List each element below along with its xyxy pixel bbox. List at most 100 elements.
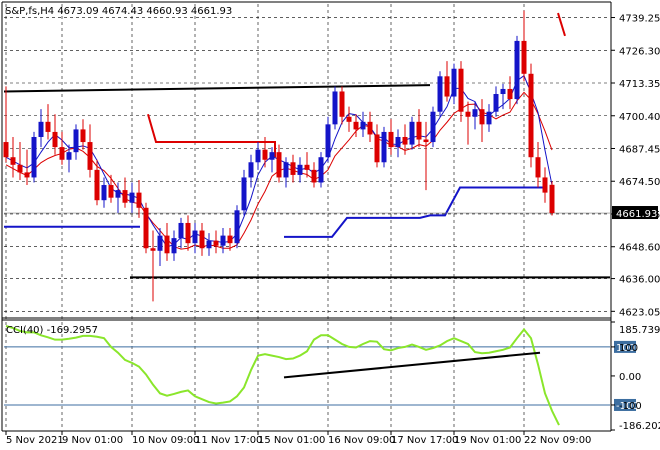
candle bbox=[409, 116, 415, 150]
cci-title: CCI(40) -169.2957 bbox=[6, 325, 98, 336]
candle-body bbox=[164, 235, 170, 254]
candle-body bbox=[395, 136, 401, 148]
candle bbox=[430, 106, 436, 148]
grid bbox=[4, 4, 610, 430]
candle-body bbox=[486, 111, 492, 125]
candle-body bbox=[416, 121, 422, 140]
candle bbox=[486, 104, 492, 132]
candle-body bbox=[122, 190, 128, 203]
candle bbox=[472, 101, 478, 130]
candle-body bbox=[199, 230, 205, 249]
time-tick-label: 16 Nov 09:00 bbox=[328, 435, 395, 446]
candle bbox=[143, 202, 149, 254]
candle-body bbox=[269, 152, 275, 160]
cci-tick-label: 0.00 bbox=[619, 372, 641, 383]
candle-body bbox=[297, 164, 303, 175]
candle-body bbox=[157, 235, 163, 251]
candle bbox=[206, 233, 212, 256]
candle-body bbox=[150, 248, 156, 251]
candle bbox=[213, 230, 219, 254]
time-tick-label: 19 Nov 01:00 bbox=[454, 435, 521, 446]
candle bbox=[521, 10, 527, 82]
candle bbox=[262, 136, 268, 168]
candle bbox=[3, 86, 9, 163]
time-tick-label: 22 Nov 09:00 bbox=[524, 435, 591, 446]
candle bbox=[241, 169, 247, 216]
candle bbox=[108, 174, 114, 203]
candle-body bbox=[388, 131, 394, 148]
candle bbox=[199, 222, 205, 256]
cci-level-badge bbox=[614, 340, 636, 353]
candle-body bbox=[542, 177, 548, 193]
candle-body bbox=[220, 235, 226, 246]
candle bbox=[500, 83, 506, 110]
candle-body bbox=[367, 121, 373, 135]
candle bbox=[444, 61, 450, 102]
candle-body bbox=[325, 124, 331, 158]
time-tick-label: 5 Nov 2021 bbox=[6, 435, 64, 446]
candle-body bbox=[192, 230, 198, 244]
candle-body bbox=[241, 177, 247, 211]
candle-body bbox=[10, 157, 16, 165]
candle-body bbox=[227, 235, 233, 244]
candle-body bbox=[549, 184, 555, 214]
candle-body bbox=[213, 240, 219, 246]
candle-body bbox=[255, 149, 261, 163]
candle-body bbox=[451, 68, 457, 97]
candle bbox=[318, 152, 324, 188]
stepped-indicator-line bbox=[557, 12, 566, 37]
candle-body bbox=[437, 76, 443, 112]
candle bbox=[192, 222, 198, 254]
candle-body bbox=[521, 40, 527, 74]
current-price-marker: 4661.93 bbox=[612, 206, 658, 220]
time-tick-label: 11 Nov 17:00 bbox=[195, 435, 262, 446]
candle-body bbox=[94, 169, 100, 201]
price-axis: 4739.25 4726.30 4713.35 4700.40 4687.45 4674.… bbox=[611, 14, 660, 318]
candle-body bbox=[24, 172, 30, 178]
time-tick-label: 9 Nov 01:00 bbox=[62, 435, 123, 446]
candle-body bbox=[458, 68, 464, 112]
price-tick-label: 4623.05 bbox=[619, 307, 660, 318]
candle bbox=[185, 215, 191, 251]
candle bbox=[332, 86, 338, 130]
candle bbox=[374, 124, 380, 168]
candle bbox=[101, 177, 107, 208]
candle bbox=[493, 86, 499, 117]
candle-body bbox=[360, 121, 366, 130]
cci-tick-label: -100 bbox=[619, 401, 642, 412]
candle bbox=[171, 230, 177, 261]
candle-body bbox=[66, 152, 72, 160]
candle bbox=[388, 119, 394, 155]
candle bbox=[248, 154, 254, 188]
candle bbox=[479, 99, 485, 143]
candle-body bbox=[493, 94, 499, 112]
candle bbox=[38, 109, 44, 148]
candle bbox=[283, 157, 289, 188]
candle bbox=[339, 86, 345, 125]
cci-value: -169.2957 bbox=[47, 325, 98, 336]
candle bbox=[325, 116, 331, 163]
candle bbox=[87, 124, 93, 178]
candle bbox=[367, 111, 373, 143]
candle-body bbox=[38, 121, 44, 137]
candle-body bbox=[45, 121, 51, 132]
candle-body bbox=[472, 109, 478, 117]
time-tick-label: 15 Nov 01:00 bbox=[258, 435, 325, 446]
candle-body bbox=[332, 91, 338, 125]
candle-body bbox=[129, 192, 135, 203]
stepped-indicator-line bbox=[147, 113, 276, 158]
candles bbox=[3, 10, 555, 302]
candle-body bbox=[248, 162, 254, 178]
candle bbox=[24, 149, 30, 186]
price-tick-label: 4648.60 bbox=[619, 243, 660, 254]
price-tick-label: 4713.35 bbox=[619, 79, 660, 90]
candle-body bbox=[283, 162, 289, 178]
cci-level-badge bbox=[614, 398, 636, 411]
chart-frame bbox=[1, 1, 612, 432]
candle-body bbox=[514, 40, 520, 100]
candle-body bbox=[276, 152, 282, 178]
